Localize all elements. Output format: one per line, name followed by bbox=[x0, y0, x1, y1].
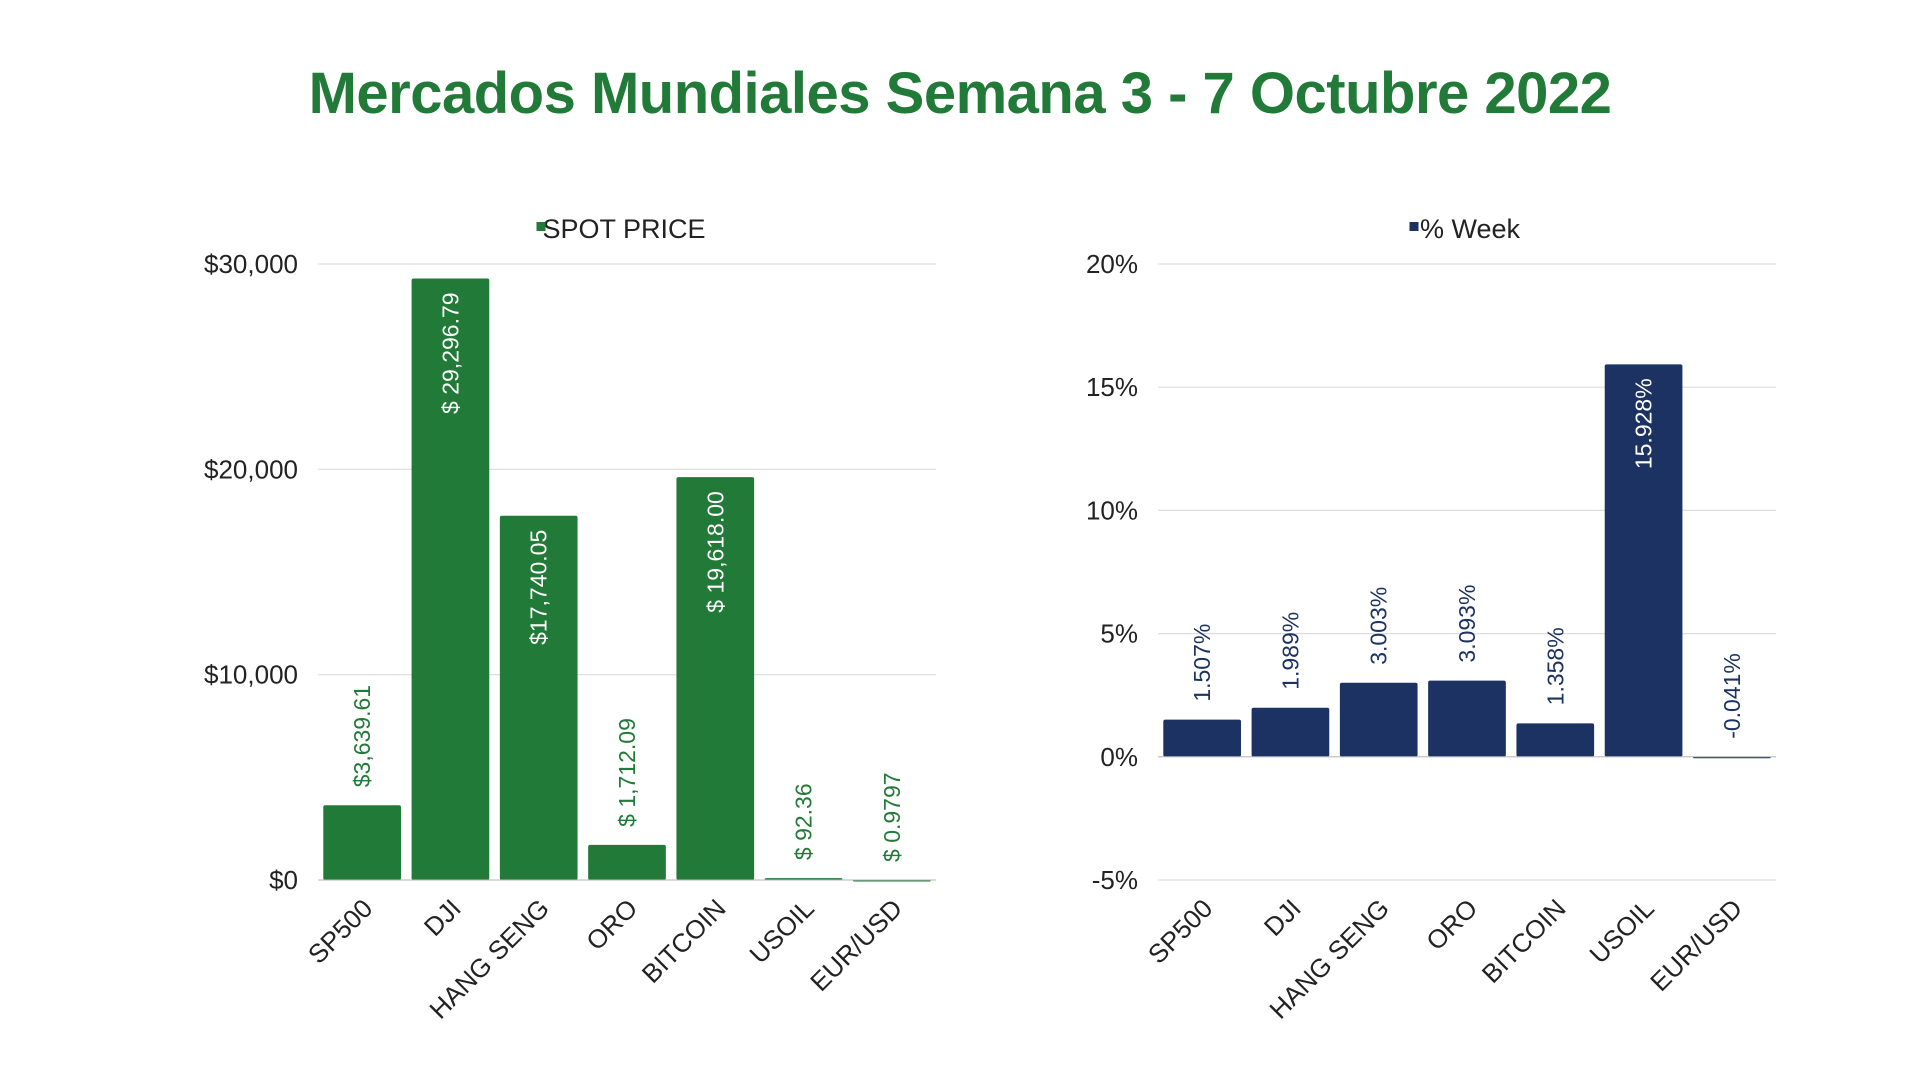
week-data-label: 3.093% bbox=[1454, 585, 1480, 663]
week-bar bbox=[1604, 364, 1683, 757]
week-data-label: 3.003% bbox=[1366, 587, 1392, 665]
week-y-tick-label: 20% bbox=[1086, 249, 1138, 279]
week-data-label: -0.041% bbox=[1719, 653, 1745, 739]
week-y-tick-label: 15% bbox=[1086, 372, 1138, 402]
week-legend-swatch bbox=[1409, 222, 1419, 231]
spot-price-chart: SPOT PRICE $0 $10,000 $20,000 $30,000 $3,639.… bbox=[204, 214, 936, 1025]
spot-bar bbox=[676, 477, 755, 880]
week-x-tick-label: USOIL bbox=[1583, 893, 1659, 969]
week-data-label: 1.989% bbox=[1277, 612, 1303, 690]
week-bar bbox=[1251, 707, 1330, 757]
spot-legend-swatch bbox=[536, 222, 546, 231]
spot-bar bbox=[323, 805, 401, 880]
week-y-tick-label: -5% bbox=[1092, 865, 1138, 895]
spot-x-tick-label: DJI bbox=[418, 893, 467, 942]
week-bar bbox=[1339, 682, 1418, 757]
spot-bar bbox=[411, 278, 490, 881]
spot-x-tick-label: ORO bbox=[580, 893, 643, 956]
week-y-tick-label: 5% bbox=[1100, 619, 1138, 649]
spot-data-label: $ 19,618.00 bbox=[702, 491, 728, 613]
week-x-tick-label: ORO bbox=[1420, 893, 1483, 956]
week-y-tick-label: 0% bbox=[1100, 742, 1138, 772]
spot-y-tick-label: $20,000 bbox=[204, 454, 298, 484]
spot-x-tick-label: SP500 bbox=[302, 893, 378, 969]
spot-data-label: $ 1,712.09 bbox=[614, 718, 640, 827]
spot-data-label: $ 92.36 bbox=[791, 783, 817, 860]
spot-bar bbox=[499, 515, 578, 880]
week-y-tick-label: 10% bbox=[1086, 495, 1138, 525]
spot-y-tick-label: $30,000 bbox=[204, 249, 298, 279]
spot-data-label: $3,639.61 bbox=[349, 685, 375, 787]
week-data-label: 15.928% bbox=[1631, 378, 1657, 469]
spot-x-tick-label: EUR/USD bbox=[804, 893, 908, 997]
spot-y-tick-label: $10,000 bbox=[204, 660, 298, 690]
week-x-tick-label: DJI bbox=[1258, 893, 1307, 942]
week-data-label: 1.507% bbox=[1189, 624, 1215, 702]
week-bar bbox=[1163, 719, 1241, 757]
week-x-tick-label: EUR/USD bbox=[1644, 893, 1748, 997]
week-legend: % Week bbox=[1409, 214, 1521, 244]
spot-bar bbox=[588, 844, 666, 880]
week-bar bbox=[1428, 680, 1506, 757]
week-x-tick-label: BITCOIN bbox=[1476, 893, 1572, 989]
spot-data-label: $ 29,296.79 bbox=[437, 292, 463, 414]
page-title: Mercados Mundiales Semana 3 - 7 Octubre … bbox=[308, 61, 1612, 126]
week-bar bbox=[1516, 723, 1595, 757]
week-change-chart: % Week -5% 0% 5% 10% 15% 20% 1.507% SP500 1.989% D… bbox=[1086, 214, 1776, 1025]
spot-legend-label: SPOT PRICE bbox=[542, 214, 705, 244]
spot-legend: SPOT PRICE bbox=[536, 214, 706, 244]
week-data-label: 1.358% bbox=[1542, 627, 1568, 705]
spot-x-tick-label: BITCOIN bbox=[636, 893, 732, 989]
spot-data-label: $ 0.9797 bbox=[879, 772, 905, 862]
week-legend-label: % Week bbox=[1420, 214, 1521, 244]
spot-y-tick-label: $0 bbox=[269, 865, 298, 895]
spot-data-label: $17,740.05 bbox=[526, 530, 552, 645]
week-x-tick-label: SP500 bbox=[1142, 893, 1218, 969]
spot-x-tick-label: USOIL bbox=[743, 893, 819, 969]
